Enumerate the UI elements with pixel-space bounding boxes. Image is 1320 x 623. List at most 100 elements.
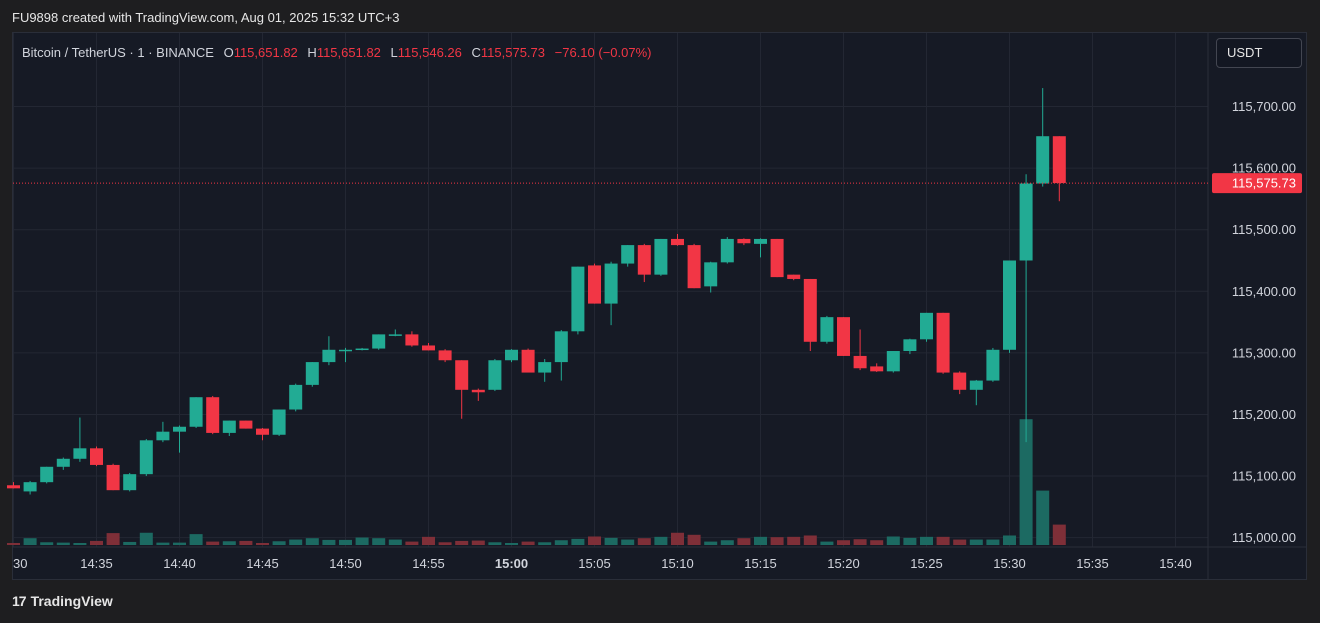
- volume-bar: [73, 543, 87, 545]
- volume-bar: [106, 533, 120, 545]
- volume-bar: [820, 541, 834, 545]
- volume-bar: [206, 541, 220, 545]
- volume-bar: [1019, 419, 1033, 545]
- low-label: L: [390, 45, 398, 60]
- volume-bar: [40, 542, 54, 545]
- volume-bar: [239, 540, 253, 545]
- volume-bar: [521, 541, 535, 545]
- candle-body: [870, 366, 884, 372]
- candle-body: [621, 245, 635, 264]
- candle-body: [106, 464, 120, 491]
- volume-bar: [1003, 535, 1016, 545]
- volume-bar: [571, 538, 585, 545]
- volume-bar: [803, 535, 817, 545]
- volume-bar: [139, 532, 153, 545]
- candle-body: [272, 409, 286, 435]
- x-tick-label: 30: [13, 556, 27, 571]
- candle-body: [853, 355, 867, 369]
- volume-bar: [471, 540, 485, 545]
- candle-body: [704, 262, 718, 287]
- volume-bar: [737, 538, 751, 545]
- candle-body: [820, 317, 834, 342]
- candle-body: [405, 334, 419, 346]
- volume-bar: [305, 538, 319, 545]
- change-value: −76.10 (−0.07%): [554, 45, 652, 60]
- open-label: O: [223, 45, 234, 60]
- symbol-label[interactable]: Bitcoin / TetherUS · 1 · BINANCE: [22, 45, 214, 60]
- volume-bar: [554, 540, 568, 545]
- candle-body: [355, 348, 369, 351]
- candle-body: [787, 274, 801, 279]
- x-tick-label: 15:00: [495, 556, 528, 571]
- volume-bar: [787, 536, 801, 545]
- candle-body: [671, 238, 684, 246]
- candle-body: [554, 331, 568, 363]
- volume-bar: [903, 537, 917, 545]
- candle-body: [73, 448, 87, 459]
- candle-body: [505, 349, 518, 361]
- candle-body: [770, 238, 784, 278]
- attribution-text: FU9898 created with TradingView.com, Aug…: [12, 10, 400, 25]
- x-tick-label: 15:05: [578, 556, 611, 571]
- candle-body: [837, 317, 850, 356]
- volume-bar: [123, 541, 137, 545]
- x-tick-label: 15:40: [1159, 556, 1192, 571]
- candle-body: [455, 360, 469, 390]
- volume-bar: [754, 536, 767, 545]
- candle-body: [1019, 183, 1033, 261]
- volume-bar: [56, 542, 70, 545]
- candle-body: [754, 238, 767, 244]
- volume-bar: [455, 540, 469, 545]
- volume-bar: [1052, 524, 1066, 545]
- tradingview-logo-icon: 17: [12, 593, 27, 609]
- candle-body: [654, 238, 668, 275]
- volume-bar: [505, 543, 518, 545]
- volume-bar: [538, 542, 552, 545]
- candle-body: [239, 420, 253, 429]
- candle-body: [289, 384, 303, 410]
- volume-bar: [687, 534, 701, 545]
- candle-body: [322, 349, 336, 363]
- candle-body: [256, 428, 269, 435]
- x-tick-label: 14:45: [246, 556, 279, 571]
- chart-panel[interactable]: [12, 32, 1307, 580]
- y-tick-label: 115,500.00: [1232, 222, 1296, 237]
- high-value: 115,651.82: [316, 45, 381, 60]
- volume-bar: [920, 536, 933, 545]
- volume-bar: [189, 534, 203, 545]
- volume-bar: [1036, 490, 1050, 545]
- candle-body: [920, 312, 933, 340]
- candle-body: [388, 334, 402, 336]
- candle-body: [953, 372, 967, 390]
- volume-bar: [422, 536, 435, 545]
- candle-body: [206, 397, 220, 433]
- y-tick-label: 115,100.00: [1232, 469, 1296, 484]
- volume-bar: [704, 541, 718, 545]
- candle-body: [156, 431, 170, 441]
- volume-bar: [7, 543, 20, 545]
- volume-bar: [604, 537, 618, 545]
- y-tick-label: 115,600.00: [1232, 161, 1296, 176]
- volume-bar: [322, 539, 336, 545]
- currency-button[interactable]: USDT: [1216, 38, 1302, 68]
- candle-body: [687, 245, 701, 289]
- candle-body: [720, 238, 734, 263]
- candle-body: [23, 482, 37, 492]
- candle-body: [571, 266, 585, 332]
- x-tick-label: 15:35: [1076, 556, 1109, 571]
- ohlc-legend: Bitcoin / TetherUS · 1 · BINANCE O 115,65…: [22, 45, 652, 60]
- candle-body: [189, 397, 203, 427]
- candle-body: [56, 458, 70, 467]
- candle-body: [986, 349, 1000, 381]
- tradingview-logo[interactable]: 17 TradingView: [12, 593, 113, 609]
- volume-bar: [222, 541, 236, 545]
- volume-bar: [637, 538, 651, 545]
- x-tick-label: 15:25: [910, 556, 943, 571]
- candle-body: [438, 350, 452, 361]
- y-tick-label: 115,700.00: [1232, 99, 1296, 114]
- volume-bar: [837, 540, 850, 545]
- candle-body: [588, 265, 601, 304]
- x-tick-label: 14:50: [329, 556, 362, 571]
- x-tick-label: 15:15: [744, 556, 777, 571]
